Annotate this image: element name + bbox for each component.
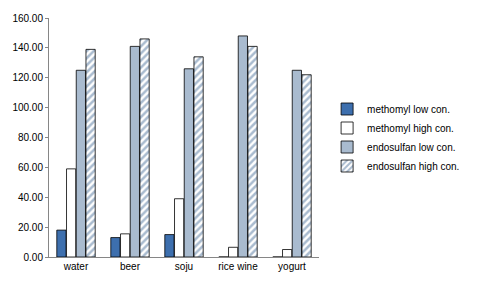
svg-text:160.00: 160.00 bbox=[12, 13, 43, 24]
svg-text:endosulfan high con.: endosulfan high con. bbox=[367, 161, 459, 172]
svg-text:0.00: 0.00 bbox=[24, 252, 44, 263]
svg-text:rice wine: rice wine bbox=[218, 261, 258, 272]
svg-text:endosulfan low con.: endosulfan low con. bbox=[367, 142, 455, 153]
svg-text:beer: beer bbox=[120, 261, 141, 272]
svg-text:soju: soju bbox=[175, 261, 193, 272]
svg-text:40.00: 40.00 bbox=[18, 192, 43, 203]
svg-text:100.00: 100.00 bbox=[12, 102, 43, 113]
svg-text:yogurt: yogurt bbox=[278, 261, 306, 272]
svg-text:60.00: 60.00 bbox=[18, 162, 43, 173]
svg-text:140.00: 140.00 bbox=[12, 42, 43, 53]
svg-text:80.00: 80.00 bbox=[18, 132, 43, 143]
svg-text:20.00: 20.00 bbox=[18, 222, 43, 233]
svg-text:120.00: 120.00 bbox=[12, 72, 43, 83]
svg-text:methomyl low con.: methomyl low con. bbox=[367, 104, 450, 115]
svg-text:water: water bbox=[63, 261, 89, 272]
svg-text:methomyl high con.: methomyl high con. bbox=[367, 123, 454, 134]
